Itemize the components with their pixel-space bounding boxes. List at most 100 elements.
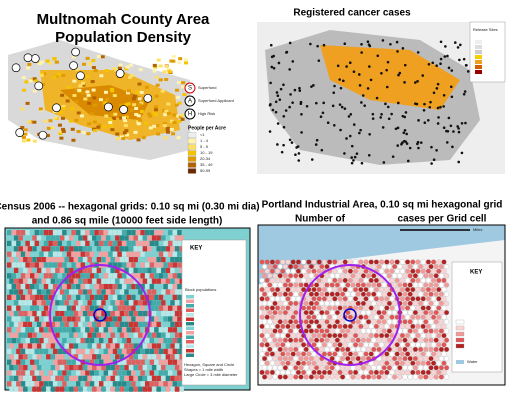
census-cell — [87, 354, 92, 360]
census-cell — [179, 386, 184, 392]
census-cell — [7, 262, 12, 268]
center-circle — [343, 308, 357, 322]
legend-swatch — [455, 319, 465, 325]
census-cell — [34, 251, 39, 257]
population-cell — [163, 136, 168, 140]
census-cell — [76, 273, 81, 279]
census-cell — [32, 289, 37, 295]
census-cell — [94, 338, 99, 344]
census-cell — [48, 294, 53, 300]
population-cell — [129, 63, 134, 67]
population-cell — [37, 62, 42, 66]
site-symbol — [143, 93, 153, 103]
census-cell — [82, 386, 88, 392]
population-cell — [81, 131, 86, 135]
legend-label: 50-99 — [200, 168, 211, 173]
grid-cell — [433, 282, 439, 288]
grid-cell — [337, 351, 343, 357]
grid-cell — [347, 314, 353, 320]
census-cell — [168, 381, 173, 387]
census-cell — [64, 257, 69, 263]
census-cell — [55, 289, 60, 295]
census-cell — [32, 386, 37, 392]
census-cell — [89, 294, 95, 300]
case-dot — [435, 148, 438, 152]
case-dot — [310, 158, 314, 161]
census-cell — [20, 240, 26, 246]
case-dot — [288, 138, 292, 142]
census-cell — [122, 359, 127, 365]
census-cell — [138, 311, 143, 317]
grid-cell — [402, 310, 408, 316]
census-cell — [117, 262, 122, 268]
population-cell — [72, 94, 77, 98]
population-cell — [154, 94, 159, 98]
census-cell — [80, 284, 85, 290]
grid-cell — [428, 310, 434, 316]
grid-cell — [340, 300, 346, 306]
census-cell — [131, 284, 136, 290]
census-cell — [20, 305, 26, 311]
census-cell — [133, 246, 138, 252]
grid-cell — [431, 305, 437, 311]
grid-cell — [319, 346, 325, 352]
grid-cell — [298, 291, 304, 297]
grid-cell — [394, 287, 400, 293]
census-cell — [16, 348, 21, 354]
census-cell — [27, 332, 33, 338]
case-dot — [436, 82, 440, 86]
census-cell — [108, 370, 113, 376]
grid-cell — [332, 314, 338, 320]
grid-cell — [376, 328, 382, 334]
case-dot — [460, 121, 464, 125]
grid-cell — [444, 356, 450, 362]
population-cell — [23, 128, 28, 132]
census-cell — [142, 311, 148, 317]
population-cell — [122, 131, 127, 135]
grid-cell — [345, 300, 351, 306]
census-cell — [96, 246, 102, 252]
census-cell — [94, 240, 99, 246]
grid-cell — [324, 264, 330, 270]
population-cell — [164, 77, 169, 81]
census-cell — [131, 230, 136, 236]
census-cell — [179, 311, 184, 317]
census-cell — [34, 305, 39, 311]
case-dot — [465, 63, 468, 67]
census-cell — [105, 300, 111, 306]
grid-cell — [381, 264, 387, 270]
grid-cell — [360, 365, 366, 371]
census-cell — [128, 267, 134, 273]
population-cell — [70, 107, 75, 111]
grid-cell — [264, 268, 270, 274]
grid-cell — [389, 296, 395, 302]
census-cell — [168, 284, 173, 290]
grid-cell — [311, 369, 317, 375]
grid-cell — [311, 333, 317, 339]
grid-cell — [327, 277, 333, 283]
population-cell — [89, 112, 94, 116]
grid-cell — [329, 365, 335, 371]
grid-cell — [433, 328, 439, 334]
grid-cell — [433, 300, 439, 306]
census-cell — [57, 370, 62, 376]
legend-swatch — [187, 138, 197, 144]
grid-cell — [358, 342, 364, 348]
census-cell — [36, 289, 42, 295]
grid-cell — [303, 300, 309, 306]
grid-cell — [392, 300, 398, 306]
census-cell — [55, 332, 60, 338]
census-cell — [179, 321, 184, 327]
grid-cell — [397, 374, 403, 380]
census-cell — [92, 343, 97, 349]
census-cell — [89, 327, 95, 333]
population-cell — [160, 89, 165, 93]
grid-cell — [415, 268, 421, 274]
census-cell — [85, 338, 90, 344]
grid-cell — [353, 259, 359, 265]
census-cell — [126, 305, 131, 311]
census-cell — [138, 257, 143, 263]
grid-cell — [316, 287, 322, 293]
census-cell — [138, 332, 143, 338]
census-cell — [158, 327, 164, 333]
